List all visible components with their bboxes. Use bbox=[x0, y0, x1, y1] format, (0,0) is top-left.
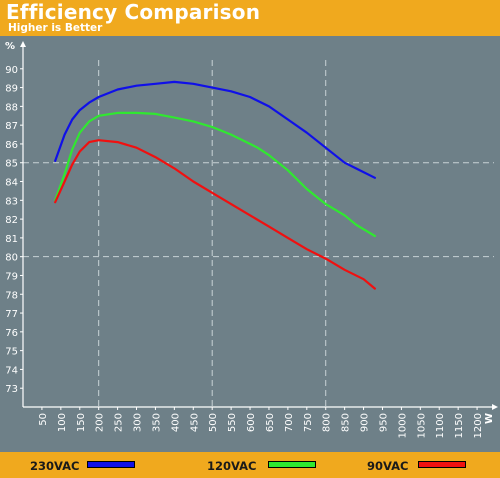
y-tick-label-75: 75 bbox=[5, 347, 18, 358]
y-tick-label-88: 88 bbox=[5, 102, 18, 113]
chart-subtitle: Higher is Better bbox=[8, 22, 103, 34]
chart-svg: 73 74 75 76 77 78 79 80 81 82 83 84 85 86 87 88 89 90% 50 1… bbox=[5, 41, 498, 438]
y-unit-label: % bbox=[5, 41, 15, 52]
legend-swatch-230vac bbox=[87, 461, 135, 468]
x-tick-label-750: 750 bbox=[303, 413, 314, 432]
y-tick-label-89: 89 bbox=[5, 84, 18, 95]
x-tick-label-1150: 1150 bbox=[454, 413, 465, 438]
x-tick-label-500: 500 bbox=[208, 413, 219, 432]
y-tick-label-79: 79 bbox=[5, 271, 18, 282]
x-tick-label-50: 50 bbox=[38, 413, 49, 426]
x-tick-label-300: 300 bbox=[133, 413, 144, 432]
legend-swatch-120vac bbox=[268, 461, 316, 468]
x-tick-label-100: 100 bbox=[57, 413, 68, 432]
chart-title: Efficiency Comparison bbox=[6, 0, 261, 24]
x-tick-label-550: 550 bbox=[227, 413, 238, 432]
y-tick-label-76: 76 bbox=[5, 328, 18, 339]
y-tick-label-90: 90 bbox=[5, 65, 18, 76]
series-line-230vac bbox=[54, 80, 376, 179]
y-tick-label-84: 84 bbox=[5, 178, 18, 189]
x-tick-label-400: 400 bbox=[170, 413, 181, 432]
series-line-120vac bbox=[54, 111, 376, 238]
y-tick-label-87: 87 bbox=[5, 121, 18, 132]
y-tick-label-83: 83 bbox=[5, 196, 18, 207]
x-tick-label-250: 250 bbox=[114, 413, 125, 432]
x-tick-label-150: 150 bbox=[76, 413, 87, 432]
x-tick-label-1000: 1000 bbox=[397, 413, 408, 438]
x-tick-label-850: 850 bbox=[341, 413, 352, 432]
legend-label-120vac: 120VAC bbox=[207, 459, 257, 473]
y-tick-label-73: 73 bbox=[5, 384, 18, 395]
y-tick-label-81: 81 bbox=[5, 234, 18, 245]
legend: 230VAC 120VAC 90VAC bbox=[0, 452, 500, 478]
y-tick-label-74: 74 bbox=[5, 365, 18, 376]
y-tick-label-80: 80 bbox=[5, 253, 18, 264]
x-tick-label-950: 950 bbox=[378, 413, 389, 432]
x-unit-label: W bbox=[484, 413, 495, 424]
x-tick-label-450: 450 bbox=[189, 413, 200, 432]
x-tick-label-1100: 1100 bbox=[435, 413, 446, 438]
x-tick-label-900: 900 bbox=[360, 413, 371, 432]
y-tick-label-78: 78 bbox=[5, 290, 18, 301]
plot-panel: 73 74 75 76 77 78 79 80 81 82 83 84 85 86 87 88 89 90% 50 1… bbox=[0, 36, 500, 452]
x-tick-label-650: 650 bbox=[265, 413, 276, 432]
x-tick-label-800: 800 bbox=[322, 413, 333, 432]
legend-label-230vac: 230VAC bbox=[30, 459, 80, 473]
y-tick-label-86: 86 bbox=[5, 140, 18, 151]
y-tick-label-85: 85 bbox=[5, 159, 18, 170]
x-tick-label-1200: 1200 bbox=[473, 413, 484, 438]
legend-label-90vac: 90VAC bbox=[367, 459, 409, 473]
y-tick-label-77: 77 bbox=[5, 309, 18, 320]
legend-swatch-90vac bbox=[418, 461, 466, 468]
x-tick-label-350: 350 bbox=[151, 413, 162, 432]
x-axis-arrow bbox=[492, 404, 498, 410]
x-tick-label-700: 700 bbox=[284, 413, 295, 432]
y-tick-label-82: 82 bbox=[5, 215, 18, 226]
series-line-90vac bbox=[54, 139, 376, 290]
x-tick-label-1050: 1050 bbox=[416, 413, 427, 438]
x-tick-label-200: 200 bbox=[95, 413, 106, 432]
y-axis-arrow bbox=[20, 41, 26, 47]
x-tick-label-600: 600 bbox=[246, 413, 257, 432]
